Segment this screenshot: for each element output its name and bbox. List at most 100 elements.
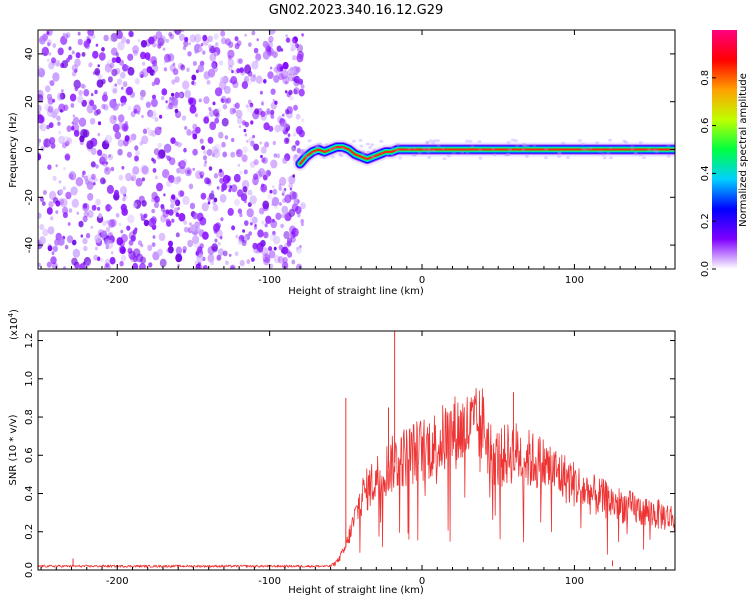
noise-blob	[178, 212, 186, 222]
noise-blob	[92, 71, 96, 75]
noise-blob	[61, 60, 69, 69]
noise-blob	[264, 141, 270, 148]
noise-blob	[147, 129, 154, 136]
noise-blob	[58, 198, 64, 206]
spectrogram-x-axis-label: Height of straight line (km)	[288, 286, 424, 297]
noise-blob	[106, 184, 114, 194]
noise-blob	[180, 64, 186, 71]
noise-blob	[125, 172, 132, 182]
noise-blob	[71, 71, 77, 77]
noise-blob	[119, 185, 128, 195]
signal-speckle	[608, 146, 613, 150]
noise-blob	[172, 62, 176, 66]
noise-blob	[55, 164, 58, 168]
noise-blob	[237, 163, 241, 167]
signal-speckle	[652, 149, 657, 153]
snr-x-tick-label: 100	[565, 576, 584, 587]
noise-blob	[120, 95, 127, 104]
noise-blob	[270, 219, 278, 229]
noise-blob	[202, 34, 208, 42]
noise-blob	[195, 264, 203, 269]
spectrogram-y-axis-label: Frequency (Hz)	[8, 112, 19, 188]
noise-blob	[179, 33, 185, 41]
signal-speckle	[432, 139, 437, 143]
noise-blob	[91, 173, 96, 180]
noise-blob	[39, 236, 46, 245]
noise-blob	[289, 95, 294, 101]
noise-blob	[277, 255, 284, 264]
noise-blob	[287, 137, 290, 141]
noise-blob	[234, 43, 240, 50]
noise-blob	[280, 48, 284, 52]
noise-blob	[279, 202, 282, 206]
signal-speckle	[441, 146, 446, 150]
signal-speckle	[630, 147, 635, 151]
noise-blob	[68, 170, 76, 179]
noise-blob	[208, 166, 213, 171]
noise-blob	[55, 210, 59, 214]
noise-blob	[78, 220, 84, 228]
noise-blob	[182, 80, 190, 90]
noise-blob	[169, 96, 172, 100]
noise-blob	[58, 135, 65, 144]
noise-blob	[220, 76, 226, 84]
signal-speckle	[470, 145, 475, 149]
noise-blob	[207, 201, 211, 205]
colorbar-gradient	[712, 30, 737, 269]
colorbar-tick-label: 0.2	[700, 213, 711, 229]
noise-blob	[288, 208, 296, 217]
noise-blob	[294, 75, 300, 84]
noise-blob	[151, 63, 159, 73]
noise-blob	[107, 76, 113, 83]
noise-blob	[216, 254, 222, 261]
noise-blob	[121, 123, 129, 132]
noise-blob	[203, 96, 210, 104]
signal-speckle	[451, 152, 456, 155]
noise-blob	[112, 88, 118, 94]
noise-blob	[38, 66, 42, 73]
noise-blob	[281, 261, 289, 269]
noise-blob	[90, 161, 96, 168]
noise-blob	[46, 124, 50, 130]
noise-blob	[96, 256, 101, 262]
noise-blob	[140, 214, 146, 221]
noise-blob	[247, 189, 253, 196]
noise-blob	[123, 101, 126, 105]
noise-blob	[77, 95, 84, 104]
noise-blob	[70, 186, 78, 196]
noise-blob	[232, 108, 237, 114]
signal-speckle	[412, 146, 417, 150]
noise-blob	[168, 174, 175, 184]
colorbar: 0.0 0.2 0.4 0.6 0.8 Normalized spectral ampl…	[700, 30, 749, 277]
noise-blob	[38, 104, 42, 113]
signal-speckle	[647, 148, 652, 152]
noise-blob	[65, 140, 70, 147]
noise-blob	[118, 121, 124, 130]
noise-blob	[156, 182, 163, 192]
noise-blob	[103, 34, 109, 42]
signal-speckle	[318, 142, 322, 146]
noise-blob	[182, 45, 187, 51]
noise-blob	[154, 126, 162, 136]
noise-blob	[152, 94, 156, 100]
noise-blob	[100, 153, 108, 163]
noise-blob	[215, 42, 219, 47]
noise-blob	[263, 204, 269, 212]
noise-blob	[206, 178, 212, 185]
noise-blob	[57, 237, 65, 246]
noise-blob	[178, 160, 186, 170]
noise-blob	[165, 104, 170, 110]
noise-blob	[173, 207, 179, 214]
signal-speckle	[508, 148, 513, 152]
noise-blob	[227, 207, 234, 216]
noise-blob	[137, 39, 141, 43]
noise-blob	[165, 100, 168, 104]
noise-blob	[120, 71, 126, 79]
noise-blob	[140, 74, 144, 78]
noise-blob	[280, 213, 285, 219]
spectrogram-y-tick-label: 20	[24, 95, 35, 108]
noise-blob	[243, 169, 248, 175]
noise-blob	[241, 154, 248, 163]
noise-blob	[63, 167, 66, 171]
noise-blob	[82, 203, 88, 209]
